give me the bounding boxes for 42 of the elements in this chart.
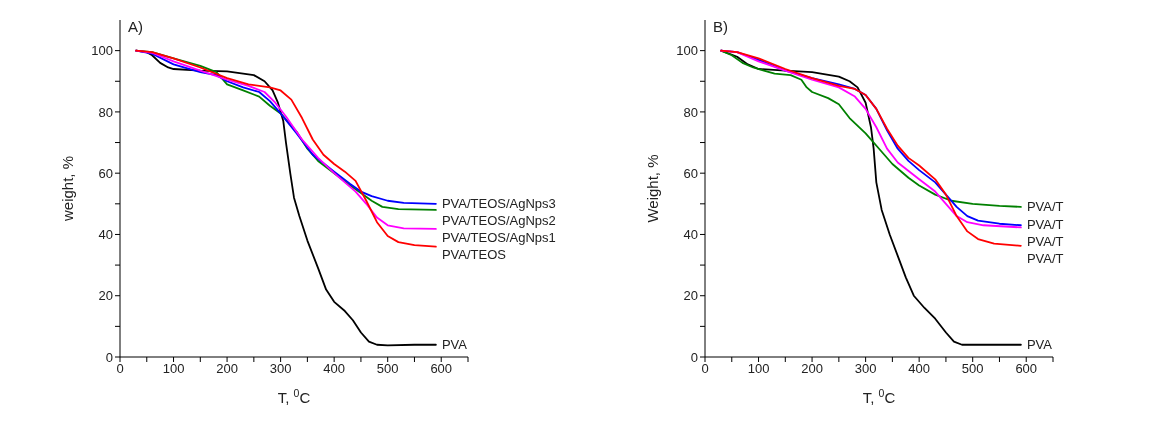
x-tick-label: 100 [162, 361, 185, 377]
series-label: PVA/TEOS [441, 246, 507, 262]
annotation: A) [128, 18, 143, 35]
x-tick-label: 400 [908, 361, 931, 377]
series-label: PVA/TEOS/AgNps2 [441, 212, 556, 228]
x-tick-label: 200 [216, 361, 238, 377]
y-tick-label: 100 [91, 43, 113, 59]
series-label: PVA [1026, 336, 1053, 352]
y-axis-title: Weight, % [644, 154, 662, 223]
y-tick-label: 20 [683, 288, 698, 304]
y-tick-label: 60 [98, 165, 113, 181]
x-tick-label: 200 [801, 361, 823, 377]
y-tick-label: 100 [676, 43, 698, 59]
x-tick-label: 0 [701, 361, 709, 377]
y-tick-label: 40 [683, 227, 698, 243]
x-tick-label: 0 [116, 361, 124, 377]
y-tick-label: 80 [98, 104, 113, 120]
x-tick-label: 300 [269, 361, 292, 377]
x-tick-label: 500 [961, 361, 984, 377]
y-tick-label: 40 [98, 227, 113, 243]
series-label: PVA/T [1026, 198, 1064, 214]
annotation: B) [713, 18, 728, 35]
y-axis-title: weight, % [59, 155, 77, 223]
series-label: PVA/TEOS/AgNps3 [441, 195, 556, 211]
x-tick-label: 100 [747, 361, 770, 377]
y-tick-label: 60 [683, 165, 698, 181]
series-label: PVA/TEOS/AgNps1 [441, 229, 556, 245]
x-axis-title: T, $^{0}$C [862, 387, 896, 406]
x-tick-label: 600 [1015, 361, 1038, 377]
y-tick-label: 80 [683, 104, 698, 120]
series-label: PVA/T [1026, 251, 1064, 267]
x-tick-label: 500 [376, 361, 399, 377]
x-tick-label: 400 [323, 361, 346, 377]
series-label: PVA [441, 336, 468, 352]
x-tick-label: 300 [854, 361, 877, 377]
series-label: PVA/T [1026, 234, 1064, 250]
series-label: PVA/T [1026, 217, 1064, 233]
y-tick-label: 0 [690, 349, 698, 365]
x-tick-label: 600 [430, 361, 453, 377]
x-axis-title: T, $^{0}$C [277, 387, 311, 406]
y-tick-label: 0 [105, 349, 113, 365]
y-tick-label: 20 [98, 288, 113, 304]
